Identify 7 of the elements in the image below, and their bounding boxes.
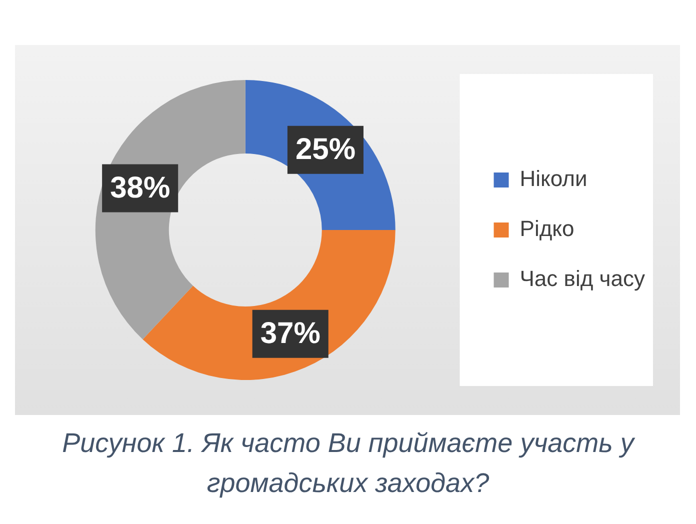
data-label: 25% bbox=[295, 133, 356, 166]
text: Рисунок 1. Як часто Ви приймаєте участь у громадських заходах? bbox=[61, 427, 636, 500]
data-label: 38% bbox=[110, 172, 170, 205]
legend-label: Ніколи bbox=[520, 166, 588, 192]
legend-label: Рідко bbox=[520, 216, 574, 242]
legend-label: Час від часу bbox=[520, 266, 645, 292]
data-label: 37% bbox=[260, 317, 320, 350]
